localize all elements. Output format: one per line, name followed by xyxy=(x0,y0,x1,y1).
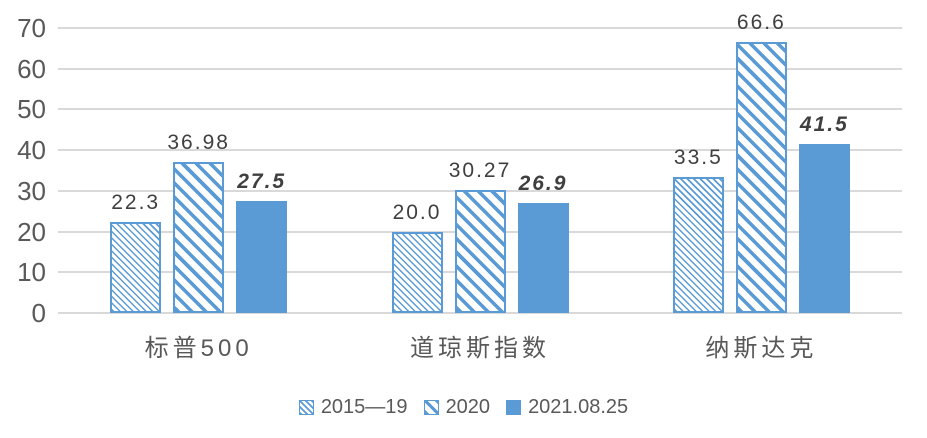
y-axis-tick-label: 0 xyxy=(31,298,46,328)
legend-label: 2015—19 xyxy=(320,396,408,418)
x-axis-category-label: 道琼斯指数 xyxy=(410,335,550,362)
y-axis-tick-label: 50 xyxy=(17,94,46,125)
y-axis-tick-label: 20 xyxy=(17,216,46,247)
x-axis-category-label: 标普500 xyxy=(144,335,253,362)
bar-标普500-2021.08.25 xyxy=(236,201,288,313)
value-label: 36.98 xyxy=(167,131,230,155)
value-label: 22.3 xyxy=(111,191,161,215)
gridline-y-40 xyxy=(58,149,902,152)
gridline-y-70 xyxy=(58,27,902,29)
bar-道琼斯指数-2020 xyxy=(454,189,506,313)
legend-label: 2021.08.25 xyxy=(528,396,629,418)
legend-item-2021.08.25: 2021.08.25 xyxy=(506,397,628,417)
legend-swatch-hatch-fine-icon xyxy=(298,399,314,415)
legend-label: 2020 xyxy=(445,396,491,418)
bar-标普500-2020 xyxy=(173,162,225,313)
value-label: 27.5 xyxy=(237,170,287,194)
legend-item-2020: 2020 xyxy=(423,396,491,418)
bar-道琼斯指数-2021.08.25 xyxy=(517,203,569,313)
gridline-y-50 xyxy=(58,108,902,111)
y-axis-tick-label: 60 xyxy=(17,53,46,84)
bar-道琼斯指数-2015—19 xyxy=(391,231,443,313)
value-label: 20.0 xyxy=(392,200,442,224)
value-label: 30.27 xyxy=(448,158,512,182)
bar-纳斯达克-2020 xyxy=(735,41,787,313)
legend: 2015—19 2020 2021.08.25 xyxy=(0,393,927,421)
value-label: 33.5 xyxy=(673,145,723,169)
gridline-y-60 xyxy=(58,67,902,70)
legend-swatch-solid-icon xyxy=(506,399,522,415)
gridline-y-0 xyxy=(58,312,902,314)
y-axis-tick-label: 70 xyxy=(17,13,46,43)
y-axis-tick-label: 10 xyxy=(17,257,46,288)
value-label: 26.9 xyxy=(518,172,568,196)
value-label: 66.6 xyxy=(736,10,786,34)
legend-swatch-hatch-coarse-icon xyxy=(423,399,439,415)
y-axis-tick-label: 30 xyxy=(17,175,46,206)
y-axis-tick-label: 40 xyxy=(17,135,46,166)
bar-纳斯达克-2021.08.25 xyxy=(798,144,850,313)
value-label: 41.5 xyxy=(799,113,849,137)
bar-纳斯达克-2015—19 xyxy=(672,176,724,313)
bar-标普500-2015—19 xyxy=(110,222,162,313)
legend-item-2015—19: 2015—19 xyxy=(298,396,408,418)
x-axis-category-label: 纳斯达克 xyxy=(705,335,818,362)
